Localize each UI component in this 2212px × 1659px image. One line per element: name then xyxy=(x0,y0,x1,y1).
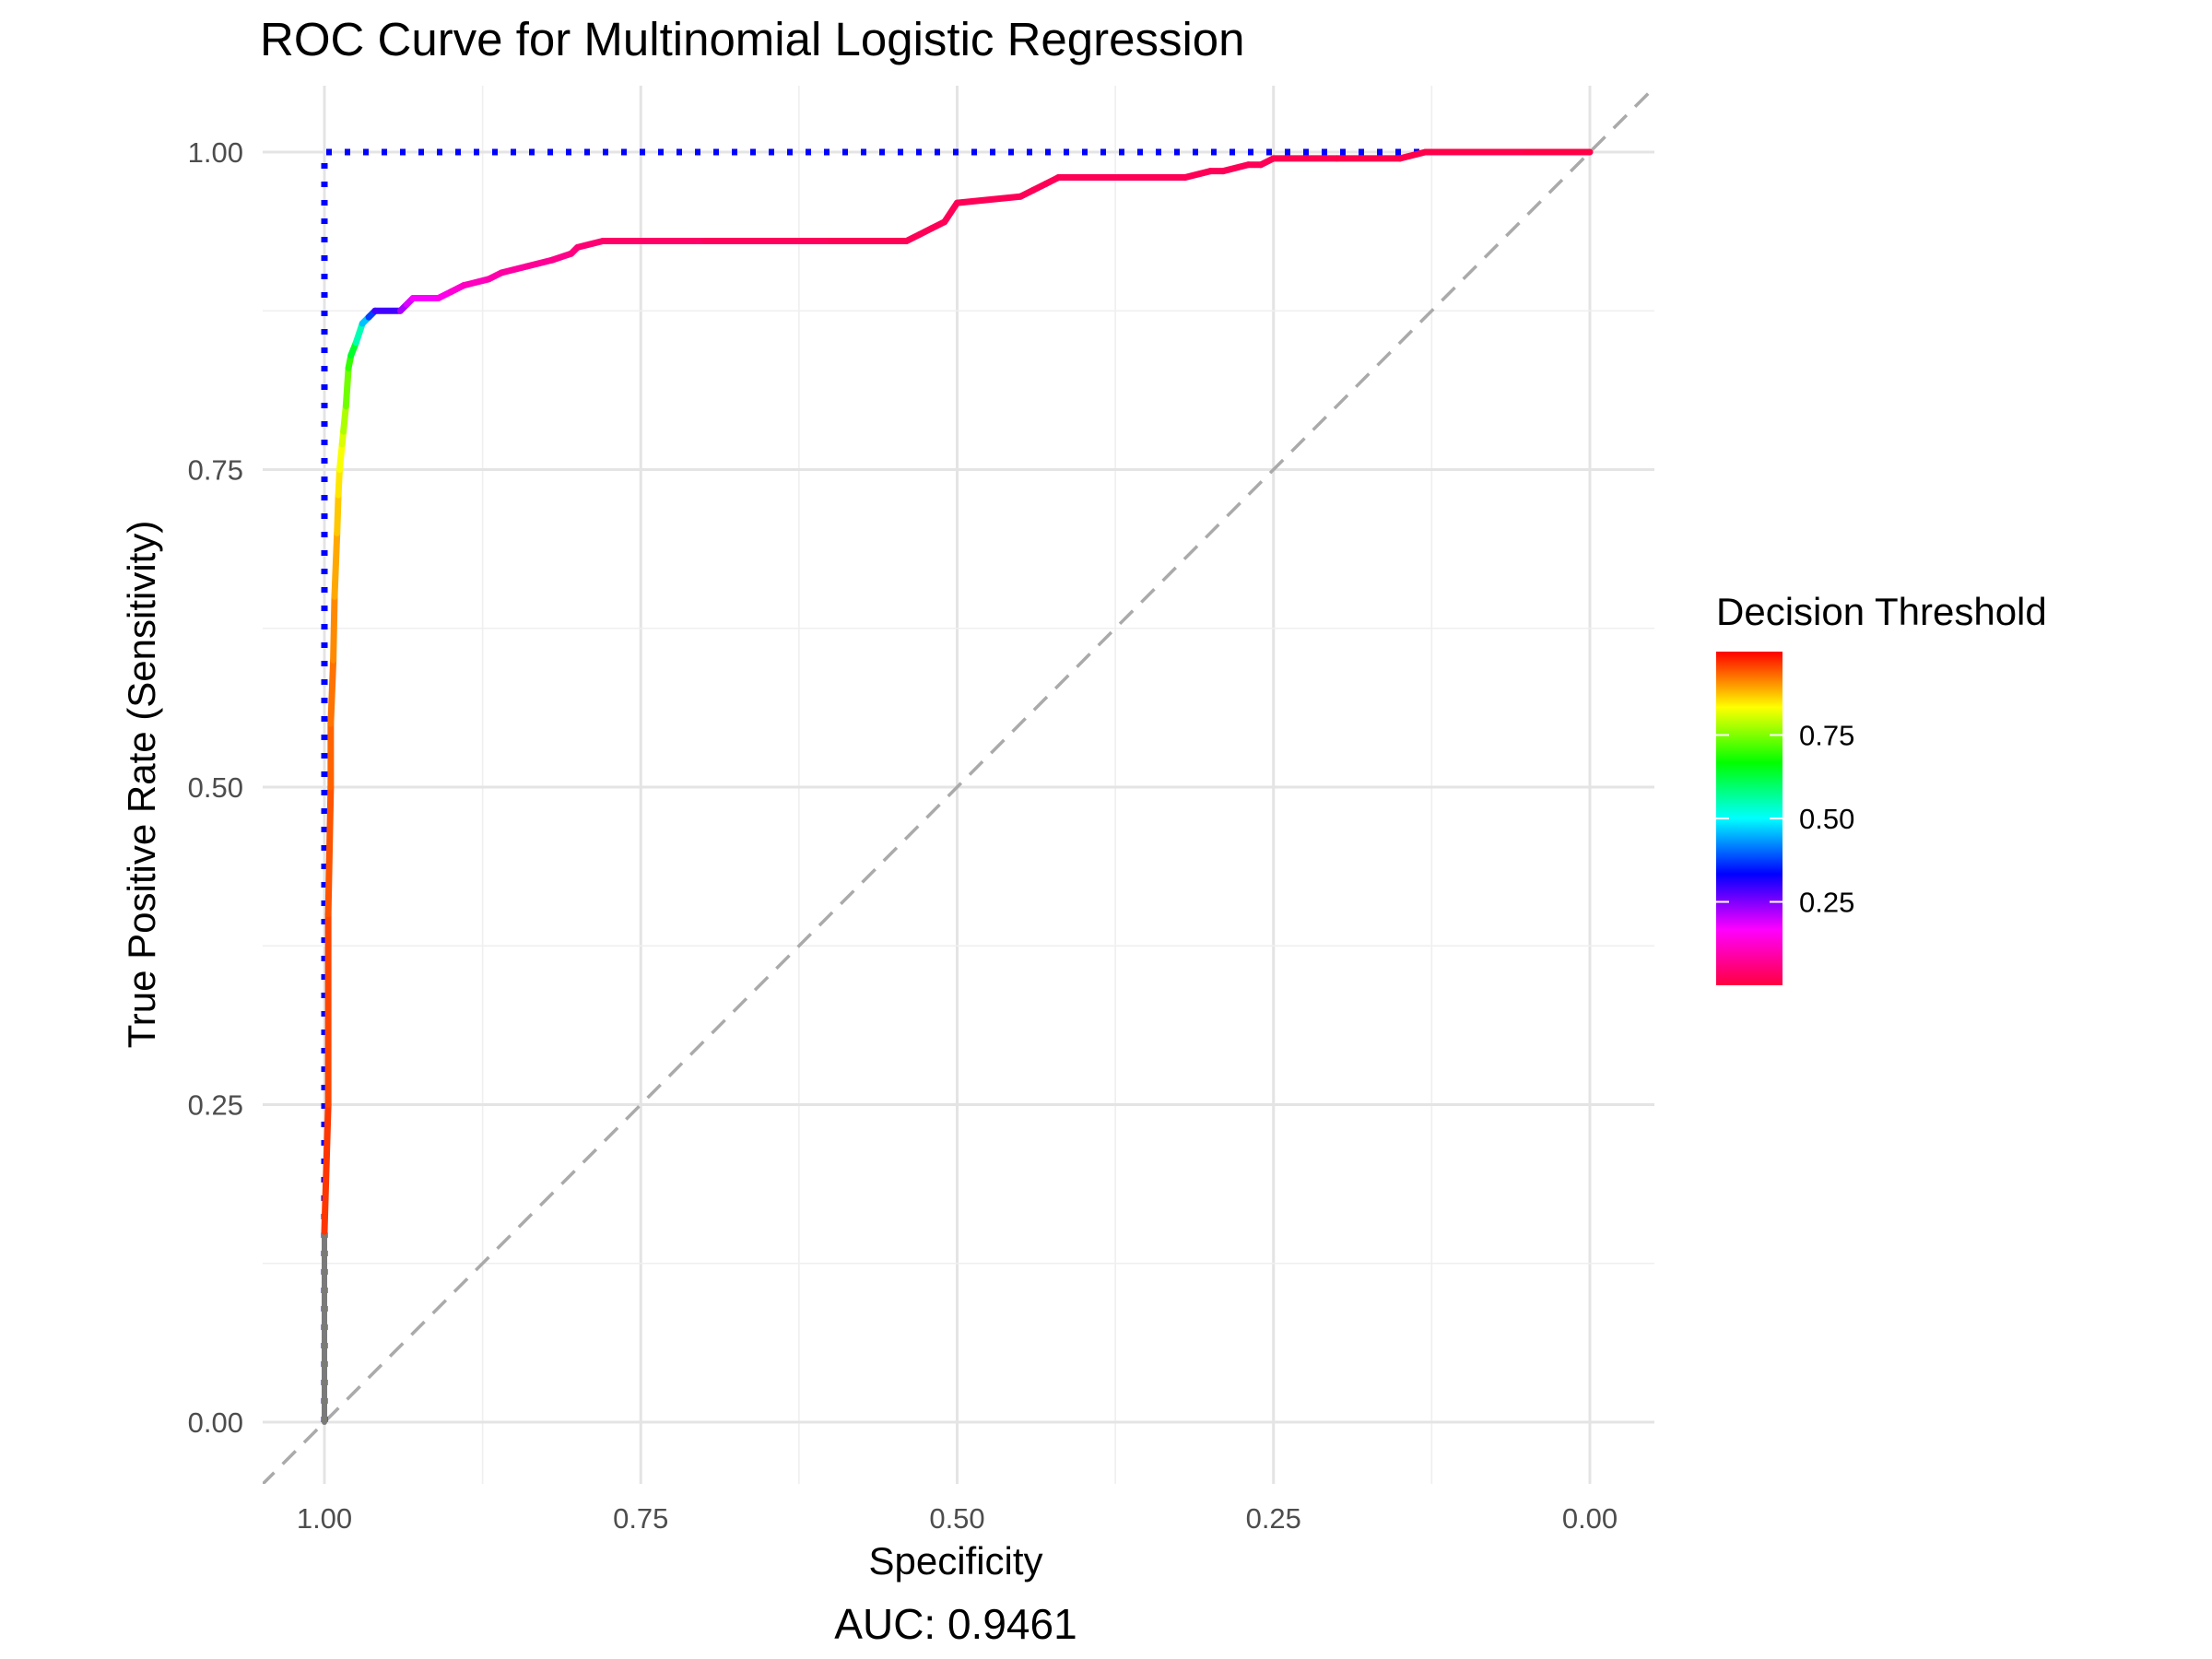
legend-tick-label: 0.75 xyxy=(1799,720,1854,752)
roc-segment xyxy=(574,237,606,251)
legend-tick-label: 0.25 xyxy=(1799,887,1854,919)
x-tick-label: 0.00 xyxy=(1562,1502,1618,1535)
x-tick-label: 1.00 xyxy=(297,1502,352,1535)
roc-segment xyxy=(498,263,531,276)
roc-segment xyxy=(340,403,349,435)
roc-segment xyxy=(954,193,1024,206)
roc-segment xyxy=(334,491,342,536)
roc-segment xyxy=(1219,161,1252,175)
roc-segment xyxy=(331,529,341,600)
y-tick-label: 1.00 xyxy=(188,136,243,169)
legend: Decision Threshold 0.75 0.50 0.25 xyxy=(1716,590,2047,985)
chance-diagonal-line xyxy=(263,87,1654,1484)
x-tick-label: 0.25 xyxy=(1246,1502,1301,1535)
y-axis-title: True Positive Rate (Sensitivity) xyxy=(120,521,163,1049)
roc-segment xyxy=(335,441,346,473)
y-tick-label: 0.25 xyxy=(188,1089,243,1122)
auc-caption: AUC: 0.9461 xyxy=(834,1600,1077,1648)
roc-segment xyxy=(335,466,343,499)
legend-ticks: 0.75 0.50 0.25 xyxy=(1716,720,1854,919)
chart-title: ROC Curve for Multinomial Logistic Regre… xyxy=(260,13,1245,65)
x-axis-title: Specificity xyxy=(868,1539,1042,1583)
roc-segment xyxy=(330,593,338,664)
roc-segment xyxy=(327,656,337,727)
tick-labels: 1.00 0.75 0.50 0.25 0.00 0.00 0.25 0.50 0.75 1.00 xyxy=(188,136,1618,1535)
roc-segment xyxy=(524,256,556,270)
y-tick-label: 0.00 xyxy=(188,1406,243,1439)
legend-title: Decision Threshold xyxy=(1716,590,2047,633)
roc-segment xyxy=(941,199,960,226)
roc-segment xyxy=(1182,168,1214,182)
y-tick-label: 0.50 xyxy=(188,771,243,804)
roc-curve xyxy=(321,148,1594,1425)
x-tick-label: 0.50 xyxy=(929,1502,984,1535)
roc-segment xyxy=(548,250,575,264)
roc-segment xyxy=(324,783,335,918)
roc-segment xyxy=(321,1101,332,1235)
roc-segment xyxy=(1396,148,1430,162)
legend-tick-label: 0.50 xyxy=(1799,803,1854,835)
roc-segment xyxy=(342,364,352,410)
y-tick-label: 0.75 xyxy=(188,454,243,487)
roc-segment xyxy=(352,320,366,347)
x-tick-label: 0.75 xyxy=(613,1502,668,1535)
reference-lines xyxy=(263,87,1654,1484)
roc-segment xyxy=(460,276,492,289)
